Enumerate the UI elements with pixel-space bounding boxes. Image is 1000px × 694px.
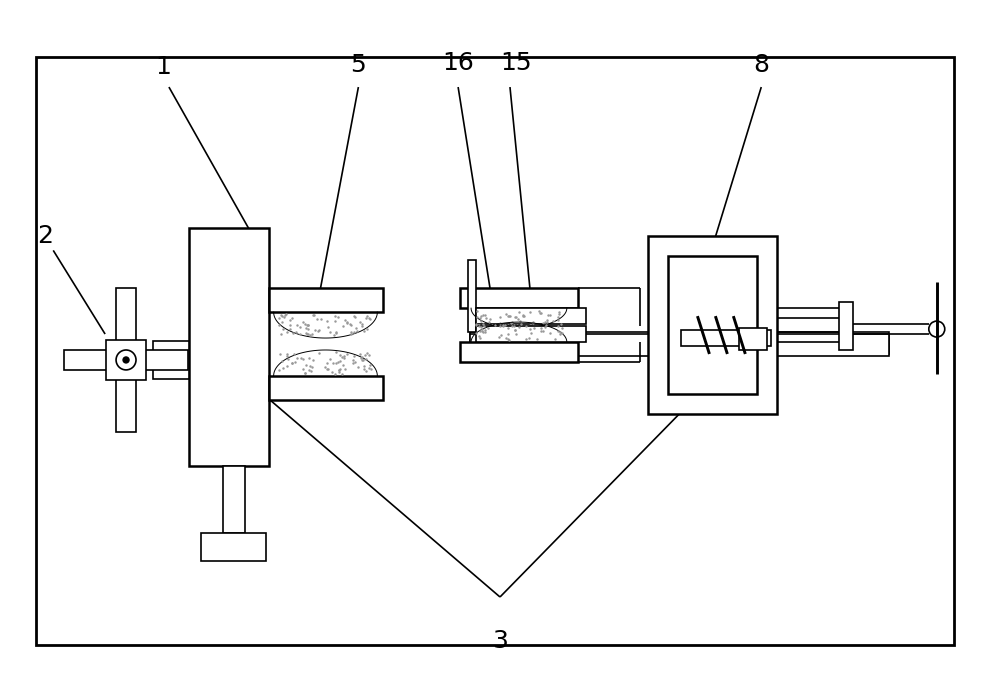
Text: 3: 3: [492, 629, 508, 653]
Bar: [223, 466, 245, 533]
Text: 2: 2: [37, 224, 53, 248]
Bar: [681, 330, 771, 346]
Text: 8: 8: [753, 53, 769, 77]
Bar: [269, 376, 383, 400]
Bar: [460, 288, 578, 308]
Text: 15: 15: [500, 51, 532, 75]
Bar: [106, 340, 146, 380]
Bar: [470, 332, 889, 354]
Bar: [460, 342, 578, 362]
Bar: [201, 533, 266, 561]
Bar: [648, 237, 777, 414]
Text: 5: 5: [351, 53, 366, 77]
Bar: [36, 57, 954, 645]
Text: 16: 16: [442, 51, 474, 75]
Bar: [839, 302, 853, 350]
Bar: [476, 308, 586, 324]
Bar: [153, 341, 189, 379]
Text: 1: 1: [155, 55, 171, 79]
Bar: [668, 256, 757, 393]
Bar: [468, 260, 476, 332]
Bar: [189, 228, 269, 466]
Bar: [739, 328, 767, 350]
Bar: [64, 350, 188, 370]
Bar: [269, 288, 383, 312]
Bar: [116, 288, 136, 432]
Circle shape: [123, 357, 129, 363]
Bar: [476, 326, 586, 342]
Bar: [470, 334, 889, 356]
